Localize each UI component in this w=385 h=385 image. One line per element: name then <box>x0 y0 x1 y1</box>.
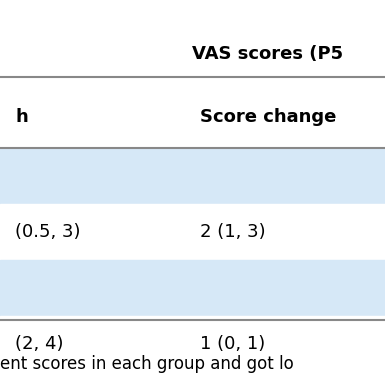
Text: h: h <box>15 109 28 126</box>
Bar <box>0 31 385 77</box>
Bar <box>0 148 385 204</box>
Text: (0.5, 3): (0.5, 3) <box>15 223 81 241</box>
Text: Score change: Score change <box>200 109 336 126</box>
Text: (2, 4): (2, 4) <box>15 335 64 353</box>
Bar <box>0 316 385 372</box>
Text: 2 (1, 3): 2 (1, 3) <box>200 223 266 241</box>
Bar <box>0 260 385 316</box>
Text: 1 (0, 1): 1 (0, 1) <box>200 335 265 353</box>
Text: ent scores in each group and got lo: ent scores in each group and got lo <box>0 355 294 373</box>
Bar <box>0 204 385 260</box>
Text: VAS scores (P5: VAS scores (P5 <box>192 45 344 63</box>
